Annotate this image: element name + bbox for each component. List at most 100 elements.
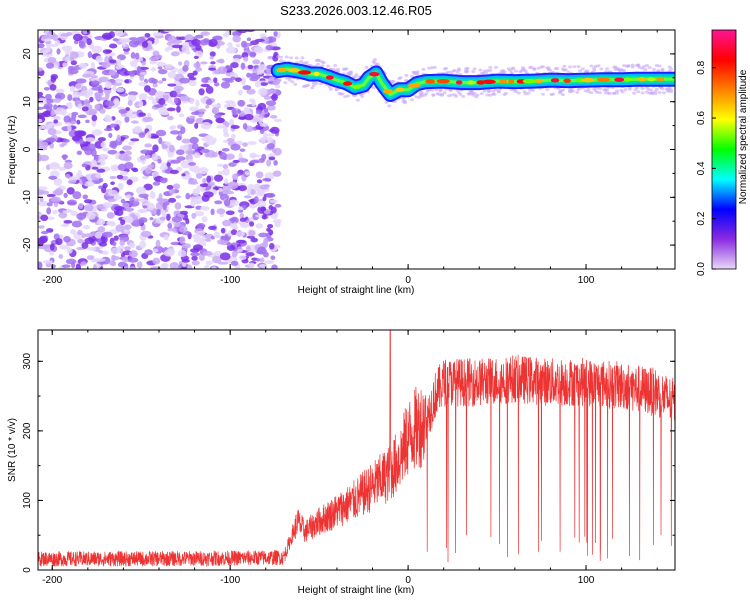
noise-blob <box>238 255 247 261</box>
noise-blob <box>202 177 207 184</box>
track-halo <box>614 91 619 95</box>
snr-y-tick-label: 100 <box>22 492 33 509</box>
noise-blob <box>203 191 214 198</box>
colorbar-bar <box>711 29 737 270</box>
noise-blob <box>210 61 216 65</box>
noise-blob <box>242 204 247 209</box>
noise-blob <box>74 130 85 137</box>
noise-blob <box>138 112 146 117</box>
noise-blob <box>43 86 50 91</box>
noise-blob <box>101 32 113 40</box>
track-halo <box>627 87 632 91</box>
track-hotspot <box>353 84 361 89</box>
track-halo <box>669 88 674 92</box>
spectrogram-x-label: Height of straight line (km) <box>298 285 415 296</box>
noise-blob <box>146 131 152 140</box>
noise-blob <box>166 161 171 168</box>
noise-blob <box>195 172 203 179</box>
noise-blob <box>161 77 167 82</box>
noise-blob <box>265 45 274 51</box>
noise-blob <box>185 192 191 200</box>
noise-blob <box>215 117 225 124</box>
noise-blob <box>77 169 82 176</box>
track-halo <box>328 87 333 91</box>
track-halo <box>482 89 487 93</box>
noise-blob <box>83 180 95 187</box>
noise-blob <box>198 113 203 118</box>
noise-blob <box>181 259 190 263</box>
noise-blob <box>220 81 231 89</box>
noise-blob <box>138 100 144 108</box>
noise-blob <box>249 51 257 58</box>
track-halo <box>622 69 627 73</box>
track-halo <box>634 86 639 90</box>
noise-blob <box>240 62 246 70</box>
spectrogram-x-ticks: -200 -100 0 100 <box>42 30 658 286</box>
track-halo <box>429 88 434 92</box>
noise-blob <box>128 250 138 258</box>
noise-blob <box>255 223 263 229</box>
noise-blob <box>263 251 269 258</box>
noise-blob <box>112 38 119 42</box>
snr-panel: -200 -100 0 100 0 100 200 300 Height of straig… <box>7 329 676 596</box>
noise-blob <box>119 239 126 246</box>
noise-blob <box>38 188 45 196</box>
noise-blob <box>70 120 76 125</box>
noise-blob <box>260 137 266 144</box>
noise-blob <box>126 179 133 186</box>
noise-blob <box>147 164 155 169</box>
track-halo <box>434 88 439 92</box>
noise-blob <box>109 43 118 49</box>
noise-blob <box>46 216 55 220</box>
noise-blob <box>189 97 194 105</box>
noise-blob <box>67 124 72 132</box>
track-hotspot <box>395 87 405 92</box>
noise-blob <box>242 142 248 147</box>
track-halo <box>415 72 420 76</box>
track-halo <box>626 64 631 68</box>
noise-blob <box>132 127 143 133</box>
noise-blob <box>157 158 162 164</box>
snr-y-tick-label: 300 <box>22 353 33 370</box>
noise-blob <box>91 166 99 170</box>
noise-blob <box>254 80 262 88</box>
noise-blob <box>216 43 221 49</box>
noise-blob <box>214 82 220 87</box>
noise-blob <box>144 249 153 256</box>
spectrogram-y-tick-label: -20 <box>22 237 33 252</box>
track-halo <box>364 65 369 69</box>
noise-blob <box>124 116 130 123</box>
noise-blob <box>248 262 255 269</box>
track-hotspot <box>535 78 543 84</box>
noise-blob <box>118 109 128 114</box>
noise-blob <box>103 116 113 123</box>
noise-blob <box>219 252 231 261</box>
noise-blob <box>268 156 276 161</box>
noise-blob <box>178 61 183 66</box>
noise-blob <box>262 177 271 182</box>
noise-blob <box>191 260 200 266</box>
track-halo <box>492 92 497 96</box>
noise-blob <box>132 111 138 115</box>
track-halo <box>294 56 299 60</box>
noise-blob <box>195 34 204 39</box>
noise-blob <box>267 55 274 60</box>
track-halo <box>576 65 581 69</box>
noise-blob <box>183 60 190 67</box>
noise-blob <box>201 216 208 223</box>
noise-blob <box>122 202 130 208</box>
noise-blob <box>227 181 239 190</box>
noise-blob <box>75 78 87 84</box>
noise-blob <box>166 115 174 121</box>
noise-blob <box>250 154 261 158</box>
noise-blob <box>133 198 140 202</box>
noise-blob <box>212 255 222 264</box>
noise-blob <box>58 254 64 259</box>
noise-blob <box>200 61 208 65</box>
noise-blob <box>47 57 57 64</box>
noise-blob <box>61 264 71 269</box>
noise-blob <box>265 89 277 94</box>
noise-blob <box>248 221 255 227</box>
track-halo <box>521 66 526 70</box>
track-halo <box>293 82 298 86</box>
